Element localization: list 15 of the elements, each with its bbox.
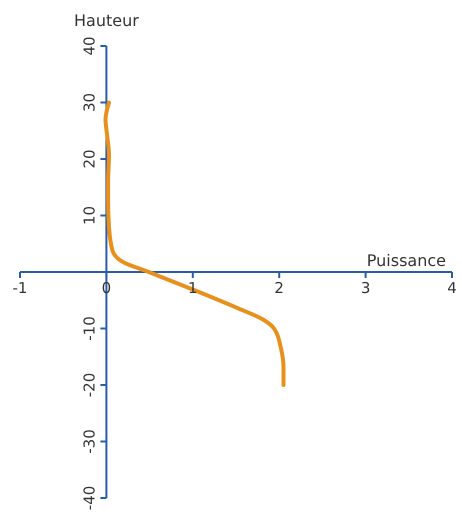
y-tick-label: -20 bbox=[80, 372, 98, 398]
x-tick-label: 4 bbox=[447, 279, 457, 297]
x-tick-label: -1 bbox=[12, 279, 28, 297]
x-tick-label: 2 bbox=[274, 279, 284, 297]
y-tick-label: 30 bbox=[80, 92, 98, 112]
y-tick-label: 40 bbox=[80, 36, 98, 56]
y-tick-label: -40 bbox=[80, 486, 98, 510]
x-axis-title: Puissance bbox=[366, 251, 446, 270]
y-axis-title: Hauteur bbox=[74, 11, 140, 30]
y-tick-label: -30 bbox=[80, 429, 98, 454]
y-tick-label: 20 bbox=[80, 149, 98, 169]
line-series bbox=[104, 100, 286, 387]
y-tick-label: -10 bbox=[80, 316, 98, 341]
x-tick-label: 3 bbox=[360, 279, 370, 297]
y-tick-label: 10 bbox=[80, 206, 98, 226]
